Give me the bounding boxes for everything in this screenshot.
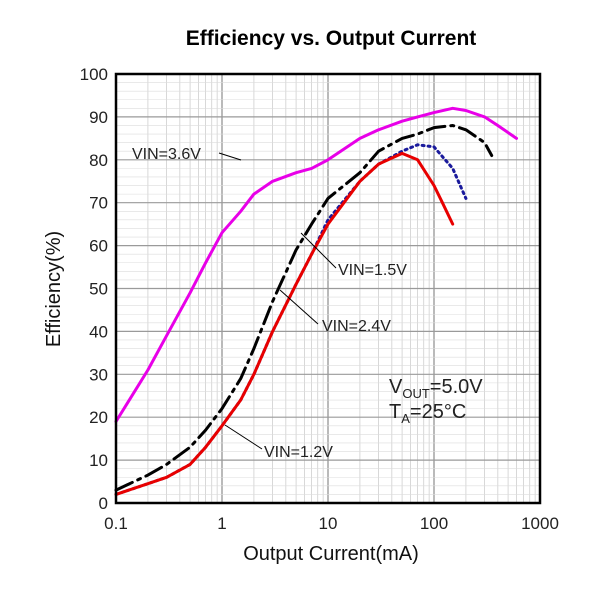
annotation-vin-1-5: VIN=1.5V — [300, 232, 407, 279]
series-line-vin-2-4v — [114, 151, 455, 496]
plot-frame — [114, 72, 542, 505]
leader-line — [279, 289, 319, 325]
series-line-vin-3-6v — [114, 106, 518, 423]
series-layer — [114, 106, 518, 496]
y-tick-label: 20 — [89, 408, 108, 427]
label-vin-1-5: VIN=1.5V — [338, 262, 407, 279]
conditions-box: VOUT=5.0V TA=25°C — [389, 376, 483, 426]
y-tick-label: 0 — [99, 494, 108, 513]
x-tick-label: 1 — [217, 514, 226, 533]
y-tick-label: 30 — [89, 365, 108, 384]
y-tick-label: 70 — [89, 194, 108, 213]
leader-line — [218, 152, 242, 161]
label-vin-1-2: VIN=1.2V — [264, 444, 333, 461]
tick-labels: 0.1 1 10 100 1000 0 10 20 30 40 50 60 70 80 90 100 — [80, 65, 559, 533]
series-line-unlabeled — [114, 124, 494, 492]
y-tick-label: 90 — [89, 108, 108, 127]
x-tick-label: 1000 — [521, 514, 559, 533]
y-tick-label: 60 — [89, 237, 108, 256]
y-tick-label: 40 — [89, 322, 108, 341]
y-tick-label: 100 — [80, 65, 108, 84]
y-tick-label: 80 — [89, 151, 108, 170]
grid — [115, 73, 541, 504]
leader-line — [224, 424, 263, 450]
annotation-vin-3-6: VIN=3.6V — [132, 146, 242, 163]
label-vin-2-4: VIN=2.4V — [322, 318, 391, 335]
x-tick-label: 10 — [319, 514, 338, 533]
leader-line — [300, 232, 337, 269]
annotation-vin-1-2: VIN=1.2V — [224, 424, 333, 461]
x-tick-label: 100 — [420, 514, 448, 533]
annotation-vin-2-4: VIN=2.4V — [279, 289, 391, 335]
series-line-vin-1-5v — [114, 143, 468, 496]
vout-condition: VOUT=5.0V — [389, 376, 483, 401]
ta-condition: TA=25°C — [389, 401, 466, 426]
y-tick-label: 10 — [89, 451, 108, 470]
x-axis-label: Output Current(mA) — [243, 543, 419, 565]
y-tick-label: 50 — [89, 280, 108, 299]
x-tick-label: 0.1 — [104, 514, 128, 533]
label-vin-3-6: VIN=3.6V — [132, 146, 201, 163]
chart-title: Efficiency vs. Output Current — [186, 27, 477, 50]
y-axis-label: Efficiency(%) — [43, 231, 65, 347]
